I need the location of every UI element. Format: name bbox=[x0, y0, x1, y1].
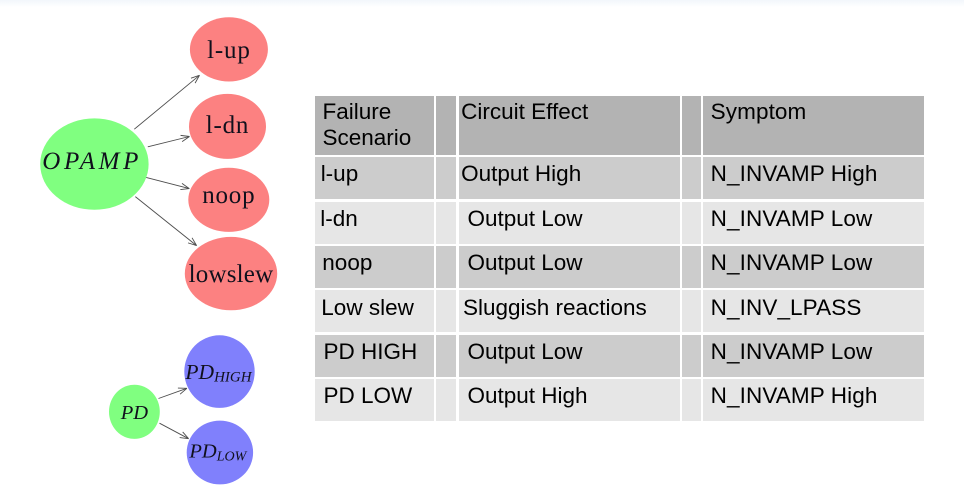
svg-text:l-up: l-up bbox=[207, 37, 250, 64]
svg-text:PD: PD bbox=[120, 402, 149, 424]
svg-text:noop: noop bbox=[202, 182, 255, 209]
svg-text:lowslew: lowslew bbox=[189, 261, 274, 288]
svg-text:l-dn: l-dn bbox=[206, 112, 249, 139]
svg-text:OPAMP: OPAMP bbox=[42, 148, 142, 175]
